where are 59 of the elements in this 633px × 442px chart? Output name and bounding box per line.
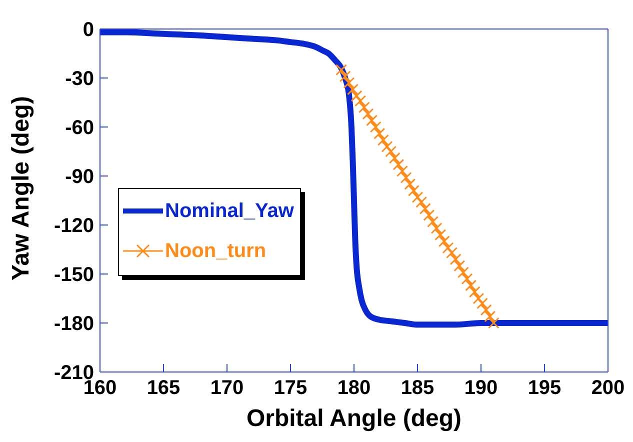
- point: [408, 184, 420, 196]
- point: [358, 102, 370, 114]
- y-tick-label: -120: [54, 215, 94, 238]
- point: [336, 64, 348, 76]
- point: [457, 266, 469, 278]
- x-tick-label: 185: [400, 377, 434, 400]
- x-tick-label: 195: [528, 377, 562, 400]
- y-tick-label: -180: [54, 313, 94, 336]
- y-tick-label: -150: [54, 264, 94, 286]
- y-tick-label: 0: [82, 19, 94, 42]
- point: [350, 90, 362, 102]
- x-tick-label: 170: [210, 377, 244, 400]
- point: [426, 216, 438, 228]
- point: [377, 134, 389, 146]
- point: [374, 128, 386, 140]
- point: [423, 209, 435, 221]
- point: [430, 222, 442, 234]
- point: [412, 191, 424, 203]
- point: [450, 254, 462, 266]
- point: [404, 178, 416, 190]
- point: [370, 121, 382, 133]
- point: [385, 146, 397, 158]
- point: [346, 84, 358, 96]
- point: [461, 273, 473, 285]
- point: [396, 165, 408, 177]
- point: [488, 317, 500, 329]
- x-axis-title: Orbital Angle (deg): [246, 405, 462, 432]
- y-tick-label: -60: [65, 117, 94, 140]
- y-tick-label: -90: [65, 166, 94, 188]
- point: [484, 310, 496, 322]
- point: [446, 247, 458, 259]
- point: [392, 158, 404, 170]
- x-tick-label: 165: [146, 377, 180, 400]
- y-tick-label: -30: [65, 68, 94, 90]
- point: [388, 152, 400, 164]
- point: [343, 77, 355, 89]
- point: [434, 229, 446, 241]
- x-tick-label: 175: [274, 377, 308, 400]
- x-tick-label: 180: [337, 377, 371, 400]
- point: [480, 304, 492, 316]
- point: [442, 242, 454, 254]
- point: [381, 140, 393, 152]
- point: [416, 196, 428, 208]
- point: [438, 236, 450, 248]
- y-axis-title: Yaw Angle (deg): [8, 96, 35, 280]
- legend-label: Noon_turn: [165, 240, 266, 262]
- x-tick-label: 190: [464, 377, 498, 400]
- point: [400, 172, 412, 184]
- point: [354, 95, 366, 107]
- point: [472, 292, 484, 304]
- point: [476, 298, 488, 310]
- x-tick-label: 200: [591, 377, 625, 400]
- point: [454, 260, 466, 272]
- point: [465, 280, 477, 292]
- point: [362, 108, 374, 120]
- point: [468, 286, 480, 298]
- point: [366, 114, 378, 126]
- legend-label: Nominal_Yaw: [165, 200, 294, 222]
- point: [419, 202, 431, 214]
